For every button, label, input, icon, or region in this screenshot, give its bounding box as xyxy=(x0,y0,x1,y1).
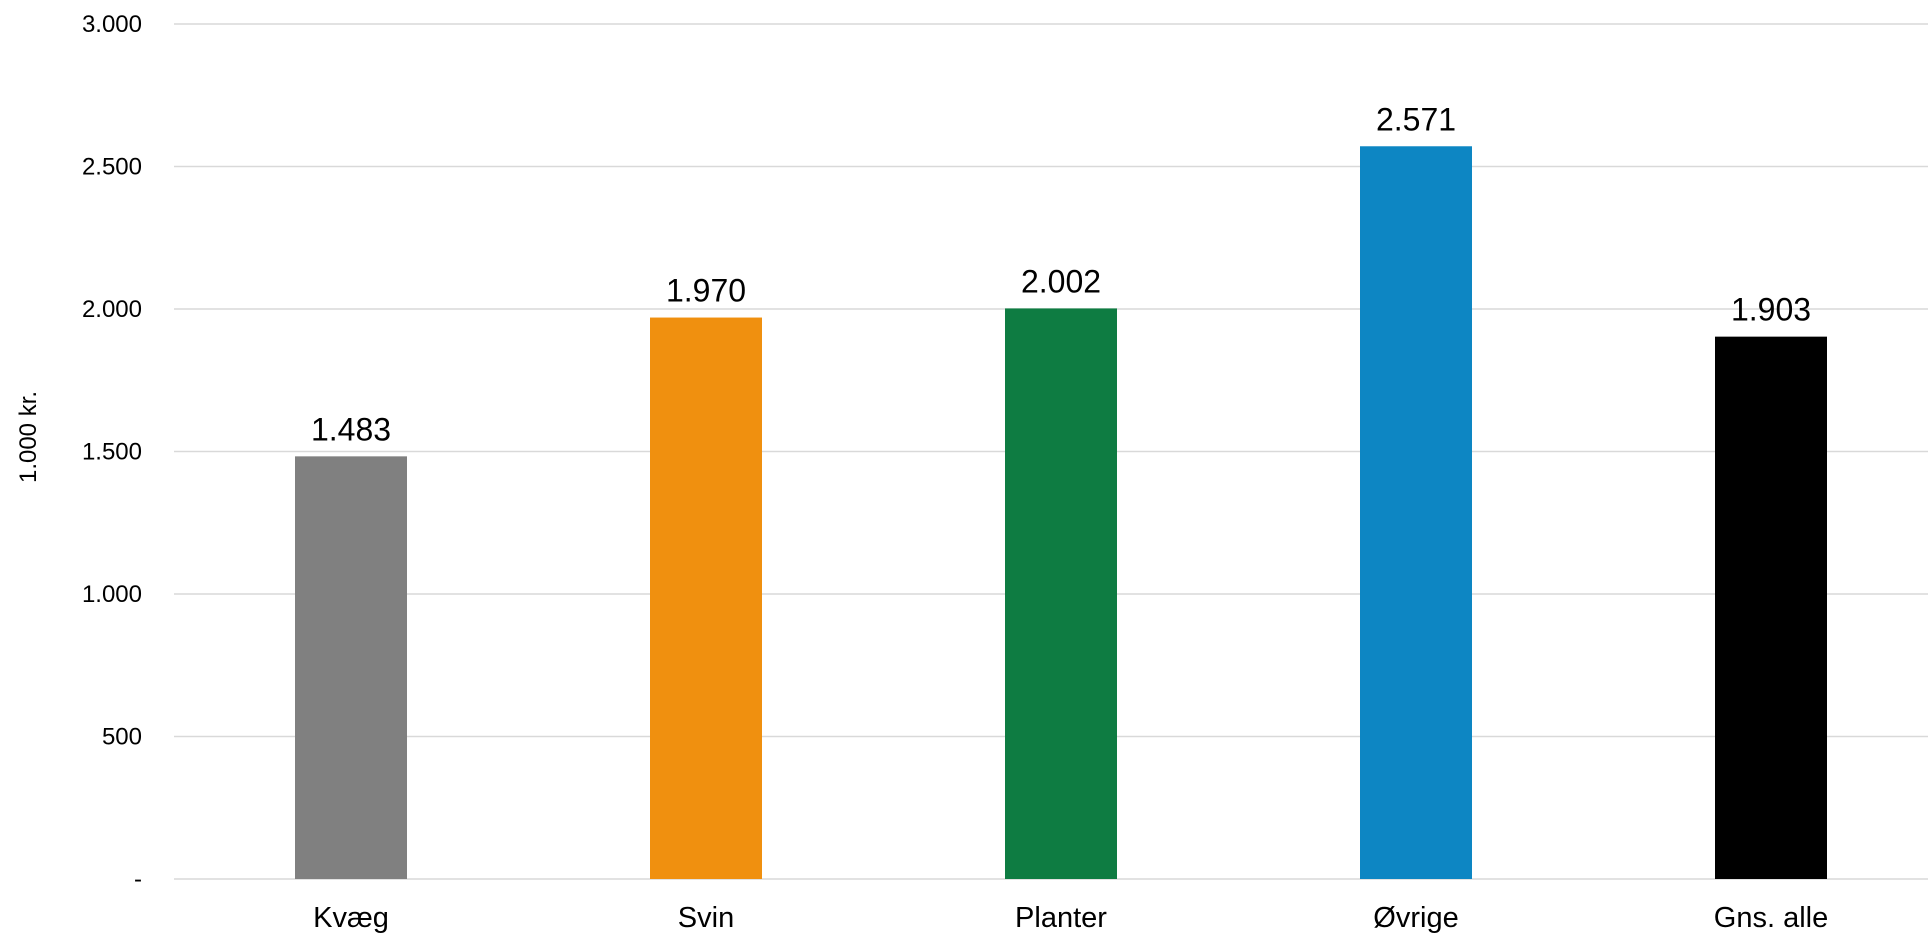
x-category-label: Kvæg xyxy=(313,902,389,934)
x-category-label: Svin xyxy=(678,902,734,934)
y-tick-label: - xyxy=(134,866,142,893)
y-axis-ticks: - 500 1.000 1.500 2.000 2.500 3.000 xyxy=(82,11,142,893)
data-label: 1.903 xyxy=(1731,292,1811,328)
x-category-label: Planter xyxy=(1015,902,1107,934)
bar xyxy=(650,317,762,879)
data-label: 1.483 xyxy=(311,411,391,447)
bar xyxy=(1360,146,1472,879)
y-tick-label: 2.500 xyxy=(82,154,142,181)
y-tick-label: 1.500 xyxy=(82,439,142,466)
y-axis-title: 1.000 kr. xyxy=(15,391,42,483)
y-tick-label: 2.000 xyxy=(82,296,142,323)
y-tick-label: 3.000 xyxy=(82,11,142,38)
bars xyxy=(295,146,1827,879)
data-label: 2.002 xyxy=(1021,263,1101,299)
y-tick-label: 500 xyxy=(102,724,142,751)
data-label: 2.571 xyxy=(1376,101,1456,137)
x-category-label: Gns. alle xyxy=(1714,902,1828,934)
bar xyxy=(295,456,407,879)
y-tick-label: 1.000 xyxy=(82,581,142,608)
bar xyxy=(1005,308,1117,879)
data-labels: 1.483 1.970 2.002 2.571 1.903 xyxy=(311,101,1811,447)
bar xyxy=(1715,336,1827,879)
x-category-label: Øvrige xyxy=(1373,902,1458,934)
data-label: 1.970 xyxy=(666,273,746,309)
x-axis-categories: Kvæg Svin Planter Øvrige Gns. alle xyxy=(313,902,1828,934)
